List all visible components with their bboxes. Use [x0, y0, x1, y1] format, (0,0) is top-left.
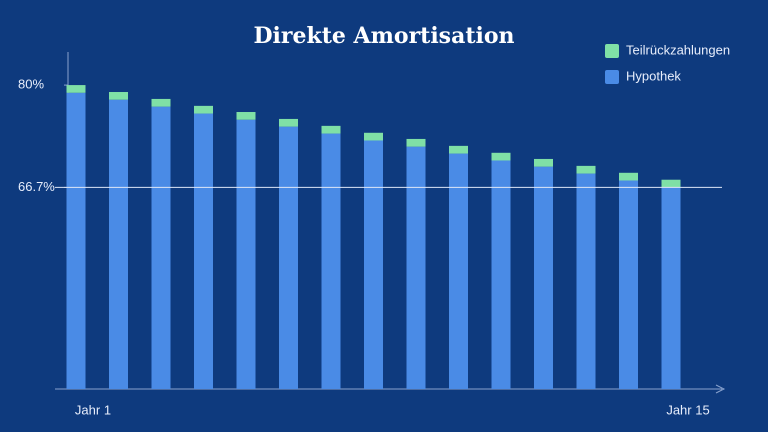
- x-tick-label: Jahr 15: [666, 402, 709, 417]
- bar-segment: [236, 119, 256, 389]
- bar-segment: [364, 140, 383, 389]
- bar-segment: [576, 173, 596, 389]
- bar-segment: [661, 179, 681, 188]
- bar-segment: [491, 152, 511, 161]
- bar-segment: [406, 146, 426, 389]
- bar-segment: [406, 138, 426, 147]
- x-axis-arrow: [715, 384, 726, 394]
- bar-segment: [449, 145, 468, 154]
- bar-segment: [576, 165, 596, 174]
- bar-segment: [279, 118, 298, 127]
- bar-segment: [449, 153, 468, 389]
- y-tick-label: 66.7%: [18, 179, 55, 194]
- legend-label: Teilrückzahlungen: [626, 42, 730, 57]
- bar-segment: [279, 126, 298, 390]
- chart-title: Direkte Amortisation: [253, 23, 514, 49]
- bar-segment: [364, 132, 383, 141]
- bar-segment: [236, 112, 256, 120]
- bar-segment: [151, 106, 171, 389]
- bar-segment: [109, 99, 128, 390]
- bar-segment: [321, 125, 341, 134]
- y-tick-label: 80%: [18, 77, 44, 92]
- bar-segment: [321, 133, 341, 389]
- x-tick-label: Jahr 1: [75, 402, 111, 417]
- bar-segment: [66, 85, 86, 93]
- bar-segment: [491, 160, 511, 389]
- legend-swatch: [605, 70, 619, 84]
- bar-segment: [534, 158, 553, 167]
- legend-swatch: [605, 44, 619, 58]
- bar-segment: [109, 92, 128, 100]
- bar-segment: [66, 92, 86, 390]
- bar-segment: [194, 113, 213, 389]
- legend-label: Hypothek: [626, 68, 681, 83]
- bar-segment: [619, 172, 638, 181]
- bar-segment: [151, 98, 171, 107]
- bar-segment: [661, 187, 681, 389]
- bar-segment: [534, 166, 553, 389]
- bar-segment: [619, 180, 638, 389]
- bar-segment: [194, 105, 213, 114]
